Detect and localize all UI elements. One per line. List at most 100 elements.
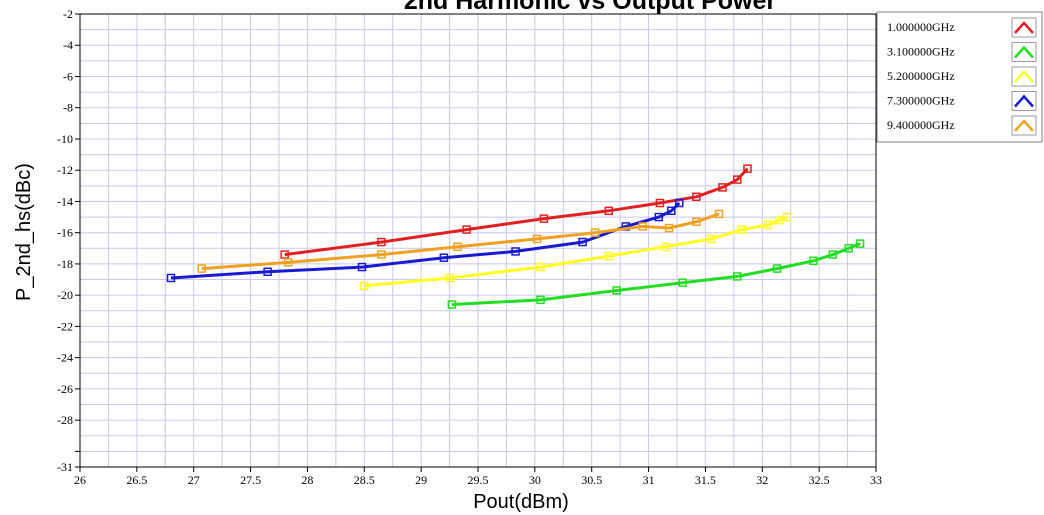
x-tick-label: 28 <box>301 473 313 487</box>
series-marker <box>844 244 853 253</box>
series-marker <box>733 272 742 281</box>
series-marker <box>445 273 454 283</box>
series-marker <box>439 253 449 262</box>
series-marker <box>536 262 545 272</box>
series-marker <box>655 198 665 208</box>
x-tick-label: 30.5 <box>581 473 602 487</box>
series-marker <box>828 250 838 259</box>
x-tick-label: 27.5 <box>240 473 261 487</box>
series-marker <box>733 175 742 184</box>
series-line <box>201 212 720 271</box>
series-marker <box>377 250 386 259</box>
y-tick-label: -16 <box>57 226 73 240</box>
legend-label: 5.200000GHz <box>887 69 955 83</box>
series-marker <box>360 281 369 291</box>
series-marker <box>654 212 664 222</box>
series-marker <box>772 264 782 273</box>
x-tick-label: 28.5 <box>354 473 375 487</box>
legend-swatch-line <box>1014 45 1034 59</box>
x-tick-label: 26.5 <box>126 473 147 487</box>
legend-swatch-line <box>1014 119 1034 132</box>
series-group <box>166 198 684 283</box>
chart-title: 2nd Harmonic vs Output Power <box>404 0 777 15</box>
x-tick-label: 29.5 <box>468 473 489 487</box>
series-marker <box>263 267 272 276</box>
legend-swatch-line <box>1014 94 1034 108</box>
y-tick-label: -14 <box>57 194 73 208</box>
x-tick-label: 33 <box>870 473 882 487</box>
legend-swatch-box <box>1011 66 1037 87</box>
x-tick-label: 30 <box>529 473 541 487</box>
series-marker <box>532 234 542 244</box>
series-marker <box>667 206 676 216</box>
x-tick-label: 27 <box>188 473 200 487</box>
series-lines <box>166 164 865 309</box>
legend-swatch-box <box>1011 91 1037 111</box>
series-marker <box>283 258 293 267</box>
legend-label: 7.300000GHz <box>887 94 955 108</box>
legend-item: 9.400000GHz <box>887 115 1037 136</box>
legend-label: 3.100000GHz <box>887 45 955 59</box>
series-marker <box>678 278 687 287</box>
series-marker <box>539 214 549 223</box>
y-tick-label: -28 <box>57 413 73 427</box>
series-marker <box>664 223 674 233</box>
grid <box>80 14 876 467</box>
legend-item: 1.000000GHz <box>887 17 1037 38</box>
x-tick-label: 31 <box>643 473 655 487</box>
series-marker <box>357 262 367 272</box>
y-tick-label: -18 <box>57 257 73 271</box>
series-marker <box>578 237 587 247</box>
x-tick-label: 31.5 <box>695 473 716 487</box>
y-tick-label: -20 <box>57 288 73 302</box>
legend-swatch-box <box>1011 42 1037 62</box>
x-axis-ticks: 26 26.5 27 27.5 28 28.5 29 29.5 30 30.5 31 31.5 32 32… <box>74 467 882 487</box>
y-tick-label: -2 <box>63 7 73 21</box>
legend-swatch-box <box>1011 115 1037 136</box>
series-marker <box>714 209 724 219</box>
series-marker <box>377 237 386 247</box>
series-marker <box>718 183 727 192</box>
series-marker <box>706 234 716 244</box>
y-tick-label: -31 <box>57 460 73 474</box>
series-line <box>451 242 861 306</box>
series-marker <box>462 225 471 234</box>
y-tick-label: -6 <box>63 69 73 83</box>
series-group <box>280 164 752 259</box>
series-marker <box>638 222 648 231</box>
series-marker <box>855 239 865 248</box>
legend-item: 7.300000GHz <box>887 91 1037 111</box>
series-line <box>170 201 681 280</box>
series-marker <box>612 286 621 295</box>
x-tick-label: 32 <box>756 473 768 487</box>
series-marker <box>604 206 614 216</box>
series-group <box>360 212 792 291</box>
series-group <box>447 239 865 309</box>
series-group <box>197 209 724 273</box>
legend-swatch-line <box>1014 21 1034 34</box>
x-tick-label: 26 <box>74 473 86 487</box>
x-tick-label: 29 <box>415 473 427 487</box>
x-axis-label: Pout(dBm) <box>473 491 569 513</box>
series-marker <box>775 215 784 225</box>
y-tick-label: -10 <box>57 132 73 146</box>
series-marker <box>447 300 457 309</box>
legend-swatch-box <box>1011 17 1037 38</box>
series-line <box>364 215 788 288</box>
series-marker <box>692 192 701 202</box>
series-marker <box>604 251 614 261</box>
series-marker <box>809 256 818 266</box>
legend: 1.000000GHz 3.100000GHz 5.200000GHz 7.30000… <box>876 11 1043 143</box>
series-line <box>284 167 749 257</box>
series-marker <box>453 242 462 251</box>
legend-label: 1.000000GHz <box>887 20 955 34</box>
series-marker <box>675 198 684 208</box>
series-marker <box>692 217 701 227</box>
series-marker <box>536 295 545 305</box>
series-marker <box>763 220 773 230</box>
y-axis-ticks: -2 -4 -6 -8 -10 -12 -14 -16 -18 -20 -22 -24 -26 -28 -3… <box>57 7 80 474</box>
legend-swatch-line <box>1014 70 1034 83</box>
x-tick-label: 32.5 <box>809 473 830 487</box>
y-tick-label: -26 <box>57 382 73 396</box>
